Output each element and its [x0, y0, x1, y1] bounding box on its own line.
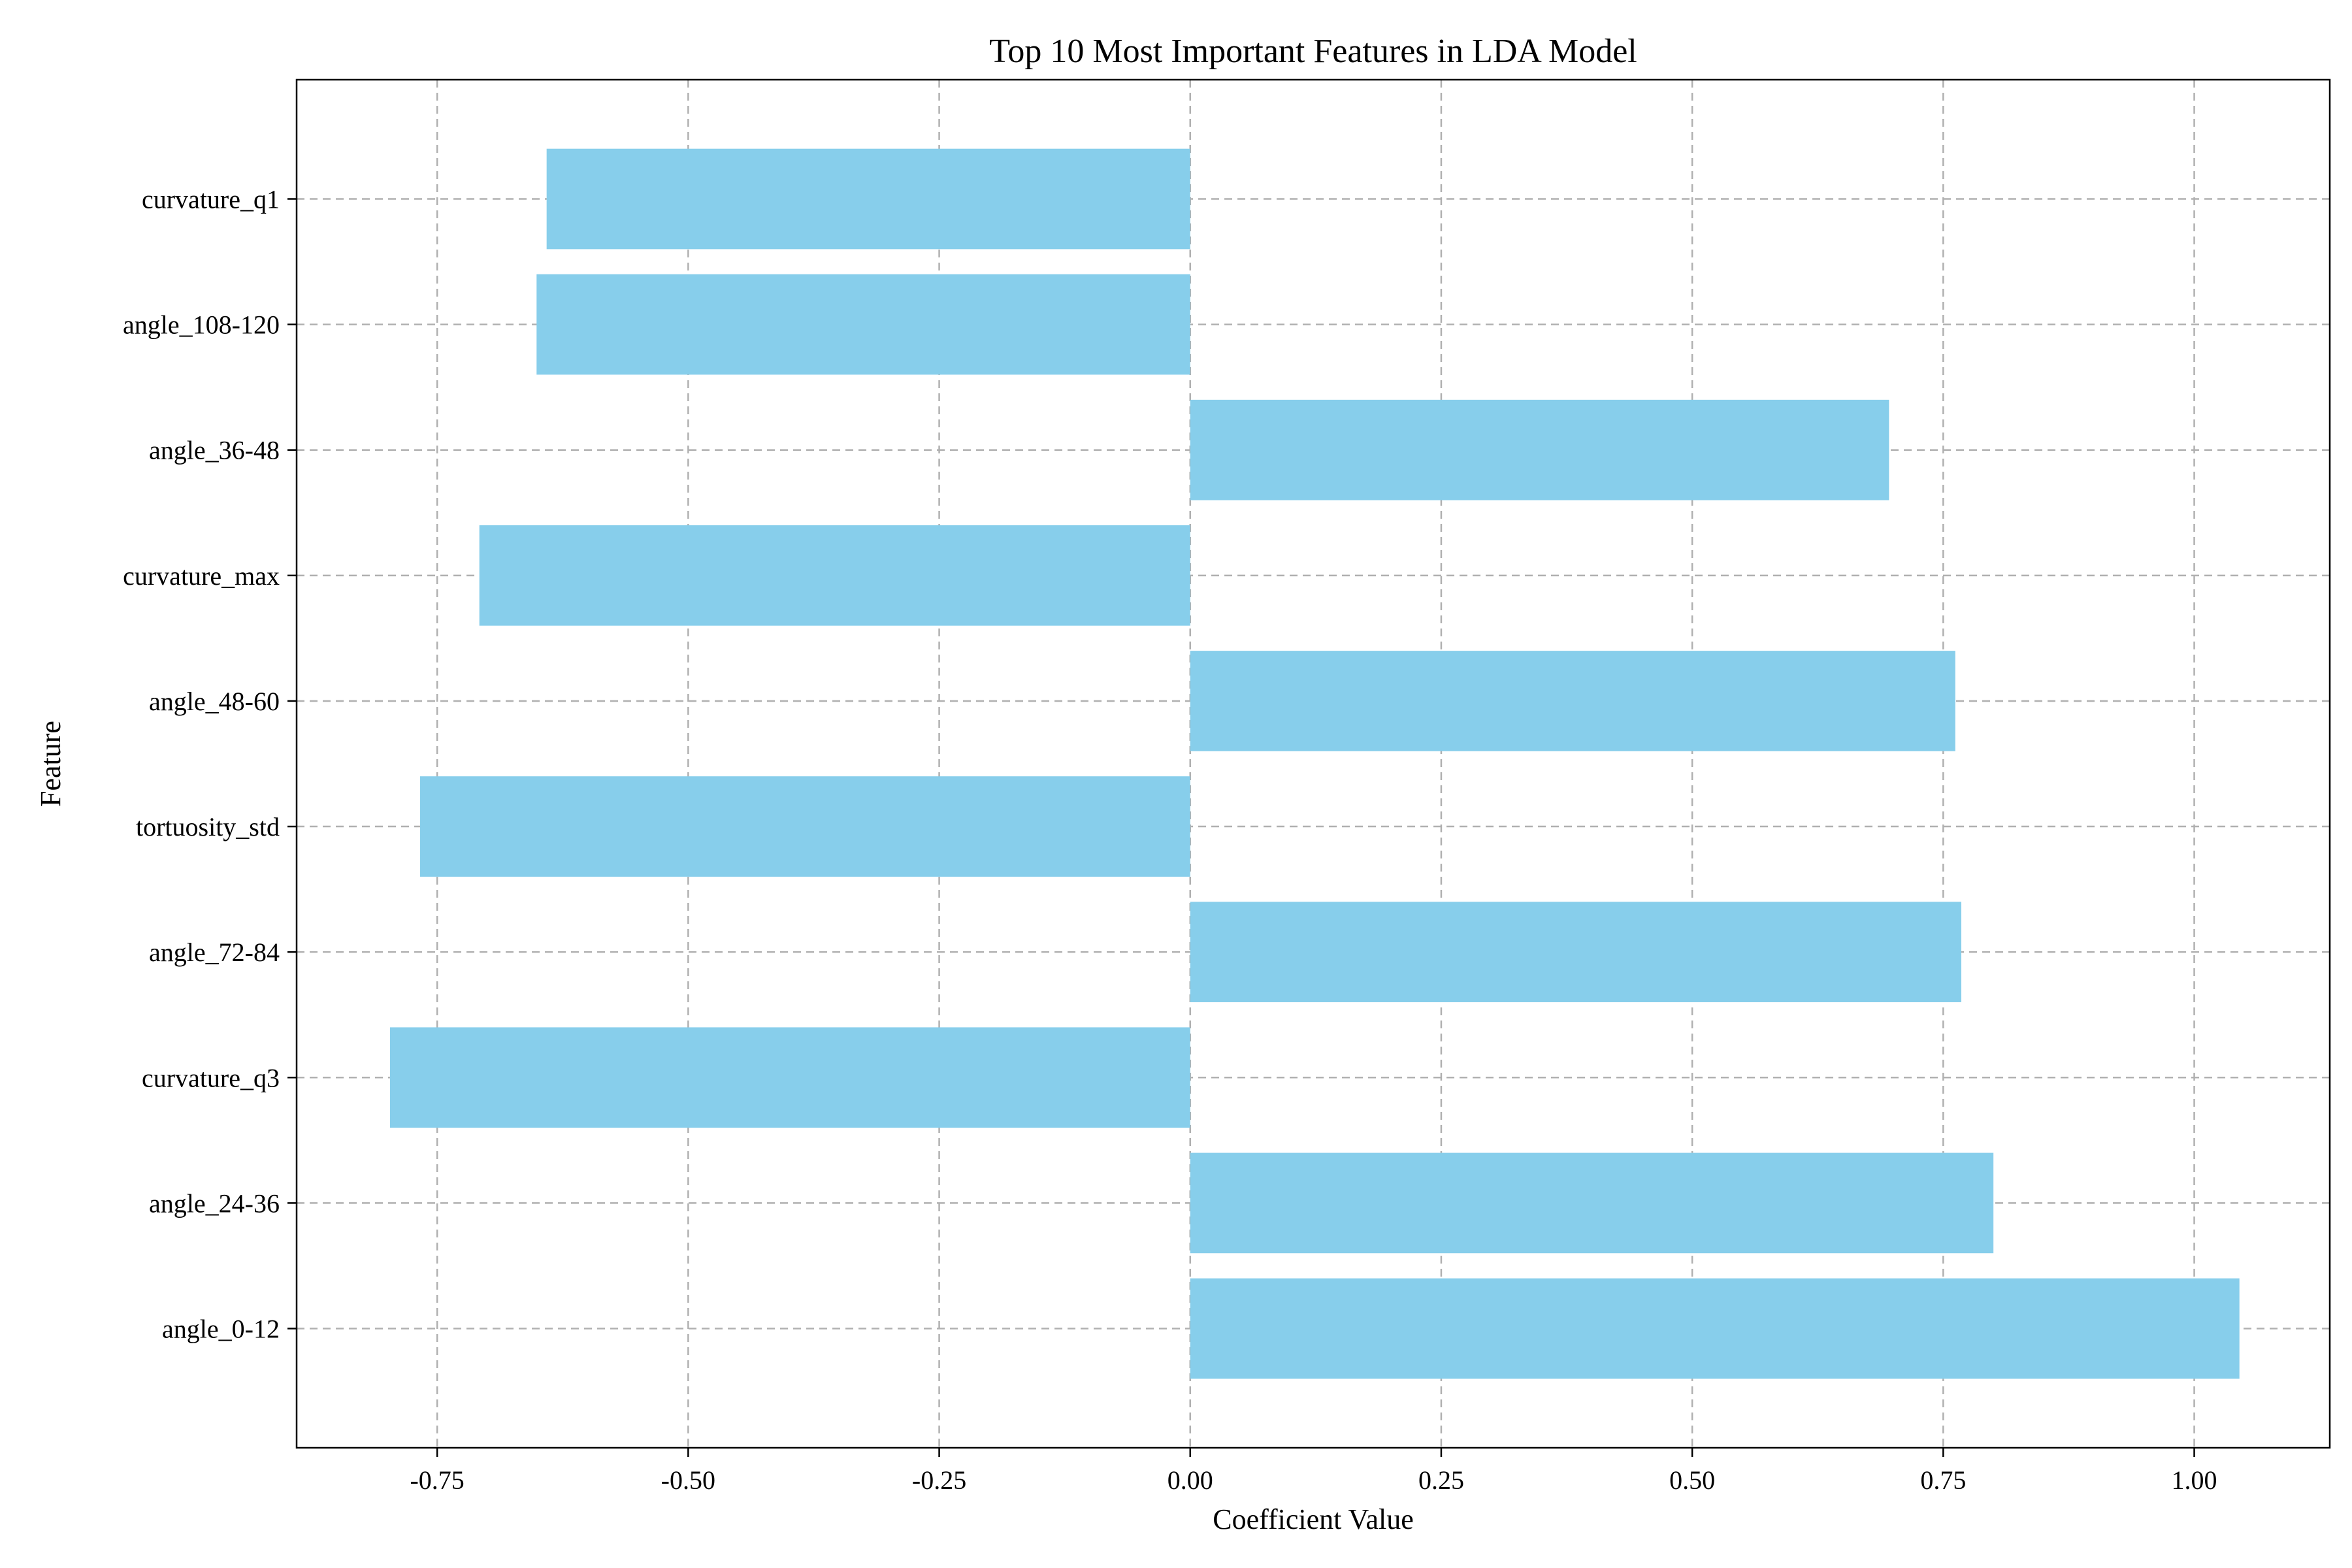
- y-tick-label: angle_36-48: [149, 436, 280, 465]
- y-tick-label: angle_48-60: [149, 687, 280, 716]
- x-tick-label: 0.75: [1920, 1465, 1966, 1495]
- bar-angle_36-48: [1190, 399, 1889, 500]
- x-axis-ticks: -0.75 -0.50 -0.25 0.00 0.25 0.50 0.75 1.00: [410, 1448, 2217, 1495]
- y-tick-label: angle_108-120: [123, 310, 280, 340]
- x-tick-label: 0.00: [1168, 1465, 1213, 1495]
- bar-angle_48-60: [1190, 651, 1955, 751]
- y-axis-ticks: angle_0-12 angle_24-36 curvature_q3 angle_7…: [123, 185, 297, 1343]
- y-axis-label: Feature: [35, 721, 67, 807]
- x-tick-label: -0.75: [410, 1465, 464, 1495]
- bar-angle_72-84: [1190, 902, 1961, 1003]
- bar-curvature_max: [479, 525, 1190, 626]
- bar-angle_108-120: [536, 274, 1190, 375]
- bar-curvature_q1: [546, 148, 1190, 250]
- y-tick-label: angle_72-84: [149, 938, 280, 967]
- bar-angle_24-36: [1190, 1152, 1994, 1254]
- bar-angle_0-12: [1190, 1278, 2240, 1379]
- plot-frame: [295, 78, 2331, 1449]
- x-tick-label: 0.50: [1669, 1465, 1715, 1495]
- bar-layer: [389, 148, 2240, 1379]
- chart-title: Top 10 Most Important Features in LDA Mo…: [989, 33, 1637, 70]
- y-tick-label: curvature_q3: [142, 1063, 280, 1092]
- y-tick-label: angle_0-12: [162, 1314, 280, 1343]
- x-axis-label: Coefficient Value: [1213, 1503, 1414, 1535]
- bar-curvature_q3: [389, 1027, 1190, 1128]
- x-tick-label: 1.00: [2172, 1465, 2217, 1495]
- y-tick-label: tortuosity_std: [136, 812, 280, 841]
- x-tick-label: -0.50: [661, 1465, 715, 1495]
- y-tick-label: angle_24-36: [149, 1188, 280, 1218]
- y-tick-label: curvature_q1: [142, 185, 280, 214]
- bar-tortuosity_std: [420, 776, 1190, 877]
- x-tick-label: -0.25: [912, 1465, 966, 1495]
- y-tick-label: curvature_max: [123, 561, 280, 591]
- x-tick-label: 0.25: [1418, 1465, 1464, 1495]
